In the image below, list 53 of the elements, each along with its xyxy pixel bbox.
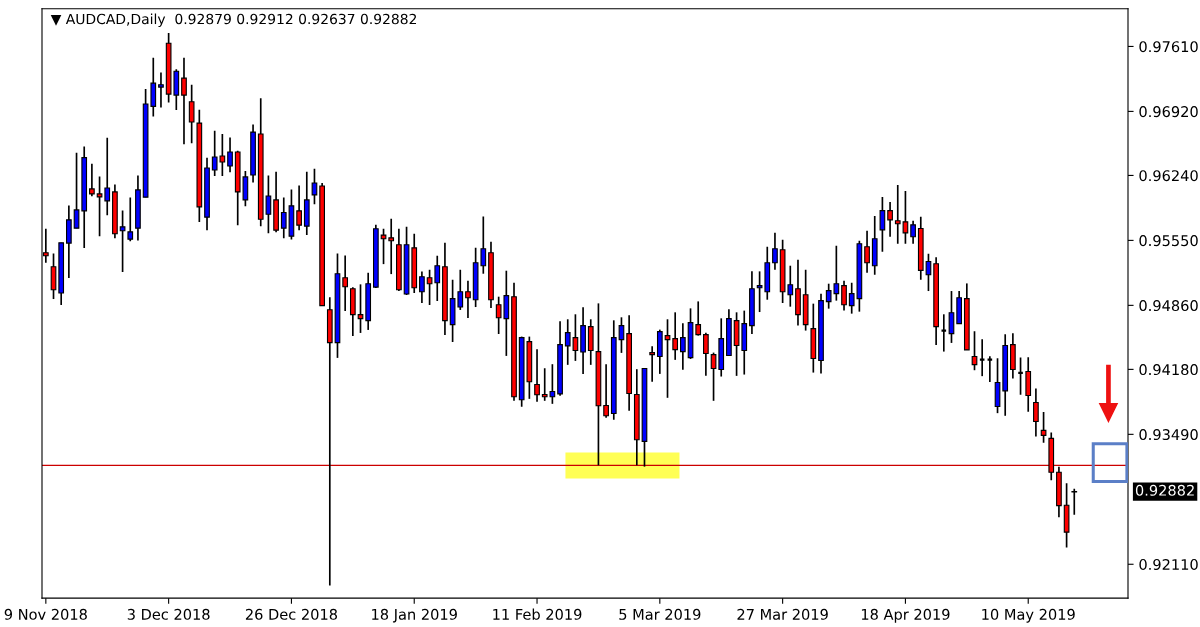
candlestick — [119, 209, 126, 273]
candlestick — [388, 217, 395, 275]
candlestick — [703, 331, 709, 377]
chart-title: ▼ AUDCAD,Daily 0.92879 0.92912 0.92637 0.92882 — [50, 13, 417, 27]
candlestick — [587, 318, 594, 366]
candlestick — [419, 270, 425, 304]
candlestick — [672, 311, 679, 361]
candlestick — [66, 204, 72, 279]
candlestick — [910, 219, 916, 245]
candlestick — [679, 322, 686, 371]
candlestick — [311, 167, 318, 206]
candlestick — [1040, 411, 1047, 444]
x-tick-label: 9 Nov 2018 — [4, 608, 87, 620]
candlestick — [772, 232, 778, 271]
y-tick-label: 0.96240 — [1139, 170, 1198, 182]
candlestick — [465, 279, 471, 319]
candlestick — [841, 279, 847, 312]
candlestick — [695, 300, 702, 337]
y-tick-label: 0.96920 — [1139, 106, 1198, 118]
candlestick — [534, 348, 540, 403]
y-tick-label: 0.94180 — [1139, 364, 1198, 376]
candlestick — [181, 56, 187, 146]
x-tick-label: 10 May 2019 — [982, 608, 1075, 623]
candlestick — [1025, 356, 1032, 413]
candlestick — [380, 227, 387, 265]
x-tick-label: 3 Dec 2018 — [127, 608, 210, 620]
candlestick — [342, 254, 349, 312]
candlestick — [864, 229, 870, 274]
y-tick-label: 0.93490 — [1139, 429, 1198, 441]
y-tick-label: 0.92110 — [1139, 558, 1198, 571]
x-tick-label: 18 Apr 2019 — [861, 608, 950, 623]
x-tick-label: 18 Jan 2019 — [372, 608, 457, 623]
candlestick — [326, 296, 333, 587]
y-tick-label: 0.95550 — [1139, 235, 1198, 247]
candlestick — [603, 363, 609, 419]
x-tick-label: 5 Mar 2019 — [619, 608, 701, 620]
candlestick — [879, 196, 886, 253]
x-tick-label: 26 Dec 2018 — [245, 608, 338, 620]
candlestick — [1071, 487, 1078, 516]
y-tick-label: 0.97610 — [1139, 41, 1198, 53]
candlestick — [296, 184, 302, 231]
text: 0.92882 — [1135, 484, 1194, 496]
candlestick — [127, 196, 134, 242]
candlestick — [649, 345, 656, 383]
candlestick — [887, 201, 893, 238]
candlestick — [227, 136, 233, 174]
candlestick — [89, 162, 95, 198]
candlestick — [158, 71, 164, 109]
candlestick — [73, 151, 80, 229]
candlestick — [1033, 387, 1039, 438]
y-tick-label: 0.94860 — [1139, 300, 1198, 312]
x-tick-label: 27 Mar 2019 — [737, 608, 828, 620]
x-tick-label: 11 Feb 2019 — [493, 608, 582, 620]
